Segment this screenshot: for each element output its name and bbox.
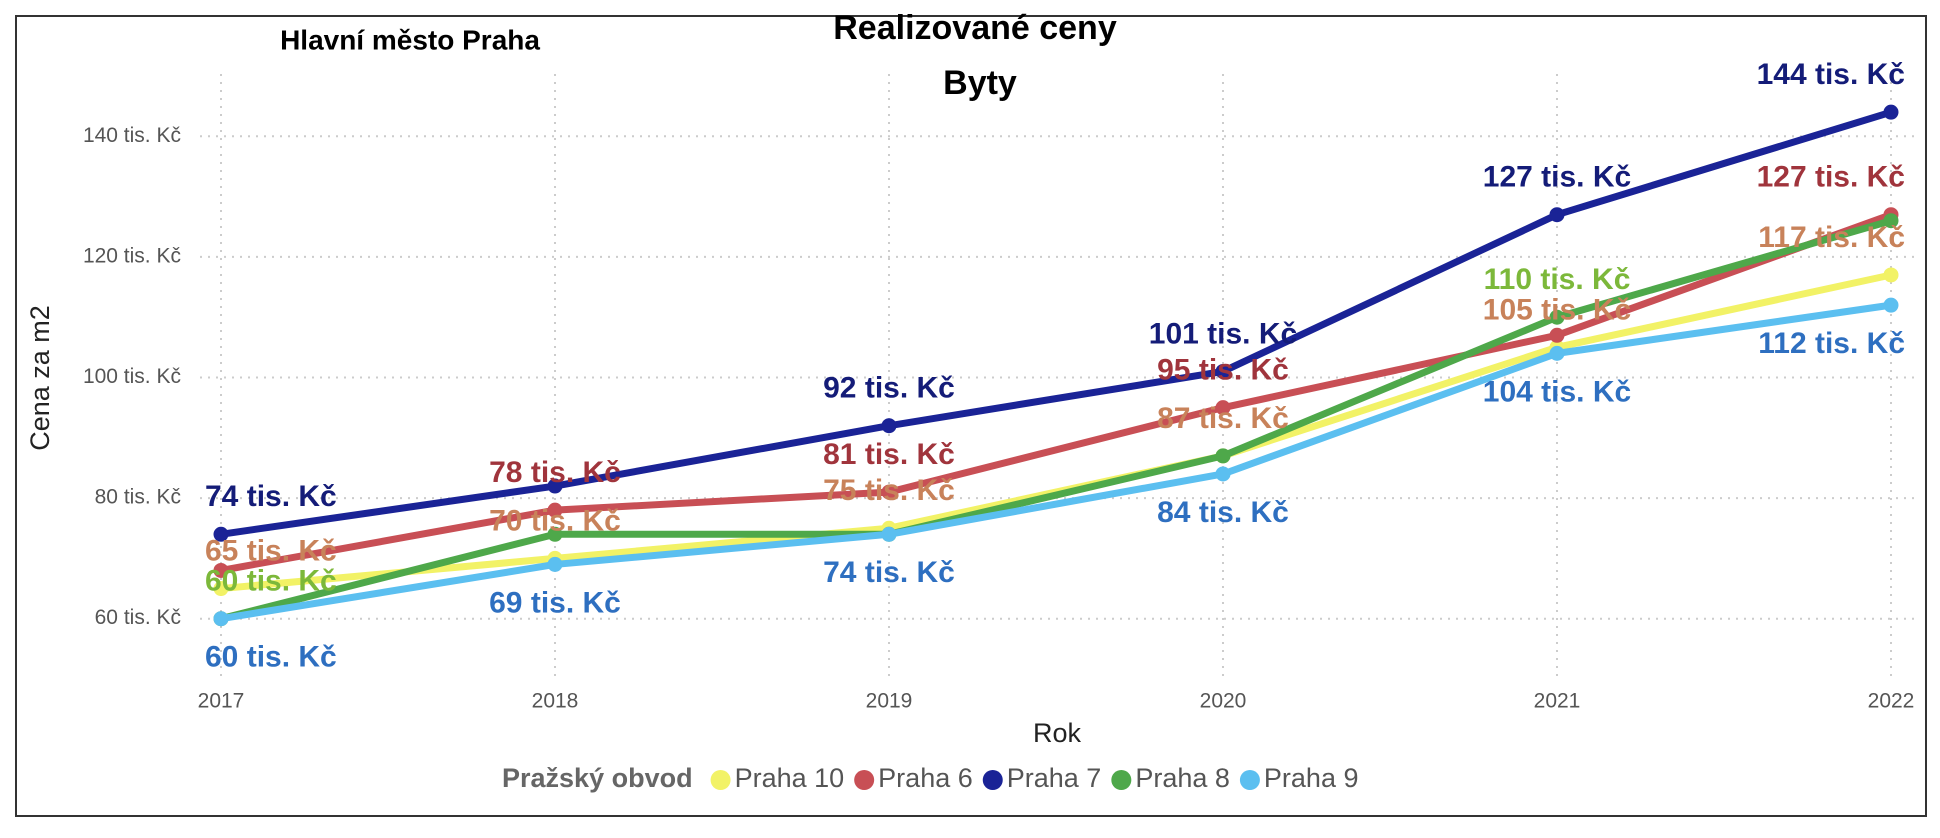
legend-marker (1111, 770, 1132, 790)
point (881, 526, 897, 542)
data-label: 65 tis. Kč (205, 534, 337, 567)
data-label: 69 tis. Kč (489, 586, 621, 619)
data-label: 127 tis. Kč (1757, 161, 1905, 194)
legend-title: Pražský obvod (502, 763, 693, 793)
y-tick-label: 120 tis. Kč (83, 244, 181, 267)
point (213, 611, 229, 627)
point (1215, 363, 1231, 379)
point (1549, 327, 1565, 343)
data-label: 60 tis. Kč (205, 565, 337, 598)
data-label: 144 tis. Kč (1757, 58, 1905, 91)
line (220, 211, 1893, 574)
region-label: Hlavní město Praha (280, 24, 540, 55)
data-label: 127 tis. Kč (1483, 161, 1631, 194)
data-label: 74 tis. Kč (205, 480, 337, 513)
legend-label: Praha 10 (735, 763, 845, 793)
point (213, 562, 229, 578)
y-tick-label: 60 tis. Kč (95, 606, 181, 629)
data-label: 70 tis. Kč (489, 504, 621, 537)
point (213, 526, 229, 542)
legend-marker (982, 770, 1003, 790)
point (881, 484, 897, 500)
point (1883, 213, 1899, 229)
point (547, 526, 563, 542)
legend-marker (1239, 770, 1260, 790)
data-label: 112 tis. Kč (1758, 327, 1905, 360)
line (220, 108, 1893, 538)
legend-label: Praha 8 (1135, 763, 1230, 793)
y-axis-label: Cena za m2 (25, 305, 55, 451)
point (1883, 104, 1899, 120)
point (1215, 466, 1231, 482)
y-tick-label: 80 tis. Kč (95, 486, 181, 509)
data-label: 60 tis. Kč (205, 641, 337, 674)
data-label: 105 tis. Kč (1483, 293, 1631, 326)
point (881, 418, 897, 434)
point (1549, 207, 1565, 223)
line (220, 217, 1892, 623)
point (547, 502, 563, 518)
point (547, 556, 563, 572)
point (547, 478, 563, 494)
x-tick-label: 2020 (1200, 690, 1247, 713)
x-tick-label: 2018 (532, 690, 579, 713)
data-label: 117 tis. Kč (1758, 221, 1905, 254)
y-tick-label: 140 tis. Kč (83, 124, 181, 147)
data-label: 74 tis. Kč (823, 556, 955, 589)
data-label: 78 tis. Kč (489, 456, 621, 489)
point (1549, 345, 1565, 361)
legend-label: Praha 7 (1007, 763, 1102, 793)
x-tick-label: 2017 (198, 690, 245, 713)
data-label: 110 tis. Kč (1484, 263, 1631, 296)
data-label: 75 tis. Kč (823, 474, 955, 507)
legend-marker (710, 770, 731, 790)
point (1215, 448, 1231, 464)
data-label: 92 tis. Kč (823, 372, 955, 405)
chart-title: Realizované ceny (833, 9, 1117, 47)
legend-marker (854, 770, 875, 790)
point (213, 581, 229, 597)
x-axis-label: Rok (1033, 718, 1082, 748)
x-tick-label: 2021 (1534, 690, 1581, 713)
legend-label: Praha 9 (1264, 763, 1359, 793)
point (1549, 309, 1565, 325)
point (1883, 297, 1899, 313)
data-label: 101 tis. Kč (1149, 317, 1297, 350)
x-tick-label: 2022 (1868, 690, 1915, 713)
data-label: 95 tis. Kč (1157, 354, 1289, 387)
frame (15, 15, 1927, 817)
data-label: 84 tis. Kč (1157, 496, 1289, 529)
y-tick-label: 100 tis. Kč (83, 365, 181, 388)
data-label: 104 tis. Kč (1483, 375, 1631, 408)
point (1883, 267, 1899, 283)
line (220, 301, 1892, 623)
data-label: 87 tis. Kč (1157, 402, 1289, 435)
x-tick-label: 2019 (866, 690, 913, 713)
legend-label: Praha 6 (878, 763, 973, 793)
data-label: 81 tis. Kč (823, 438, 955, 471)
point (1215, 400, 1231, 416)
chart-subtitle: Byty (943, 64, 1017, 102)
